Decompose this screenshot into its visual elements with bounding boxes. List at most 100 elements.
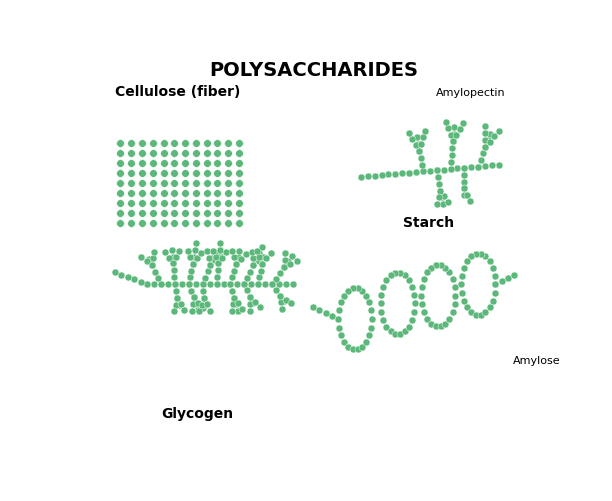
Point <box>245 307 255 315</box>
Point <box>148 138 158 146</box>
Point <box>148 158 158 166</box>
Point <box>199 294 209 302</box>
Point <box>136 254 146 262</box>
Point <box>336 298 346 306</box>
Point <box>212 280 222 288</box>
Point <box>214 260 223 268</box>
Point <box>228 301 238 309</box>
Point <box>390 269 400 277</box>
Point <box>198 280 207 288</box>
Point <box>212 218 222 226</box>
Point <box>116 138 125 146</box>
Point <box>439 165 449 173</box>
Point <box>170 168 179 176</box>
Point <box>425 167 435 175</box>
Point <box>357 287 367 295</box>
Point <box>466 163 476 171</box>
Point <box>419 309 429 317</box>
Point <box>229 254 239 262</box>
Point <box>147 262 157 270</box>
Point <box>254 249 264 257</box>
Point <box>441 264 450 272</box>
Point <box>476 249 486 258</box>
Point <box>205 280 215 288</box>
Point <box>211 253 220 261</box>
Point <box>248 262 258 270</box>
Point <box>184 280 194 288</box>
Point <box>170 218 179 226</box>
Point <box>149 247 159 256</box>
Point <box>137 208 147 216</box>
Point <box>256 267 266 275</box>
Point <box>196 301 206 309</box>
Point <box>460 191 469 199</box>
Point <box>183 246 193 255</box>
Point <box>200 274 210 282</box>
Point <box>460 164 469 172</box>
Point <box>211 256 220 264</box>
Point <box>143 280 152 288</box>
Point <box>223 168 233 176</box>
Point <box>176 300 186 308</box>
Point <box>390 330 400 338</box>
Point <box>214 260 223 268</box>
Point <box>212 158 222 166</box>
Point <box>223 188 233 196</box>
Point <box>436 186 446 194</box>
Point <box>191 218 201 226</box>
Point <box>395 269 405 277</box>
Point <box>376 171 386 179</box>
Point <box>212 208 222 216</box>
Point <box>449 130 458 138</box>
Point <box>458 119 468 127</box>
Point <box>169 267 179 275</box>
Point <box>448 137 458 145</box>
Point <box>126 158 136 166</box>
Point <box>170 280 180 288</box>
Point <box>356 173 366 181</box>
Point <box>457 272 467 280</box>
Point <box>447 144 457 152</box>
Point <box>202 158 212 166</box>
Point <box>280 256 289 264</box>
Point <box>200 301 209 309</box>
Point <box>229 267 239 275</box>
Point <box>171 253 181 261</box>
Point <box>156 280 166 288</box>
Point <box>207 254 217 262</box>
Point <box>212 148 222 156</box>
Point <box>137 198 147 206</box>
Point <box>236 255 245 263</box>
Point <box>180 148 190 156</box>
Point <box>242 287 252 295</box>
Point <box>409 308 419 316</box>
Point <box>191 300 201 308</box>
Point <box>191 158 201 166</box>
Point <box>212 280 222 288</box>
Point <box>413 140 423 148</box>
Point <box>378 283 388 291</box>
Point <box>212 178 222 186</box>
Text: Starch: Starch <box>403 215 454 229</box>
Point <box>407 283 417 291</box>
Point <box>136 278 146 286</box>
Point <box>444 198 453 206</box>
Point <box>189 253 199 261</box>
Point <box>409 300 419 308</box>
Point <box>226 280 236 288</box>
Point <box>446 165 455 173</box>
Point <box>202 300 212 308</box>
Point <box>116 178 125 186</box>
Point <box>184 280 194 288</box>
Point <box>229 294 239 302</box>
Point <box>339 292 349 300</box>
Point <box>455 125 465 133</box>
Point <box>363 172 373 180</box>
Point <box>193 306 203 314</box>
Point <box>202 148 212 156</box>
Point <box>446 131 455 139</box>
Point <box>168 260 178 268</box>
Point <box>191 280 201 288</box>
Point <box>188 260 198 268</box>
Point <box>188 293 198 301</box>
